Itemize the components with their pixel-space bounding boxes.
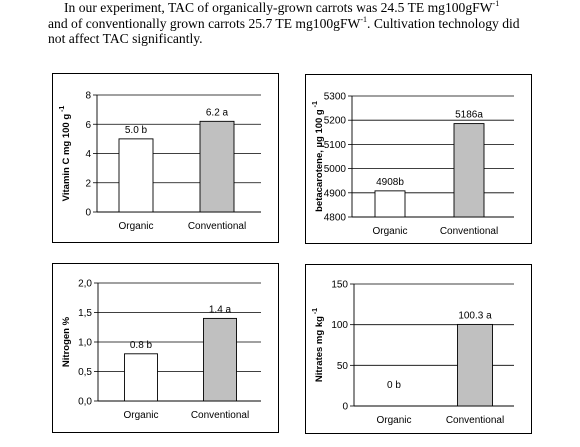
- y-tick-label: 5100: [324, 140, 347, 151]
- y-tick-label: 1,0: [78, 338, 92, 349]
- y-axis-label: betacarotene, µg 100 g -1: [312, 101, 325, 212]
- bar-conventional: [199, 120, 235, 213]
- chart-panel-nitrates: 0 50 100 150 0 b Organic 100.3 a Conventional Ni…: [305, 264, 532, 434]
- chart-betacarotene: 4800 4900 5000 5100 5200 5300 4908b Organic 5186…: [312, 92, 514, 237]
- data-label: 100.3 a: [458, 310, 492, 321]
- y-tick-label: 100: [331, 320, 348, 331]
- y-tick-label: 0,0: [78, 397, 92, 408]
- bar-conventional: [453, 123, 485, 218]
- data-label: 0.8 b: [130, 340, 153, 351]
- chart-panel-vitamin-c: 0 2 4 6 8 5.0 b Organic 6.2 a Conventional Vitami…: [52, 73, 279, 243]
- category-label: Organic: [376, 415, 411, 426]
- y-tick-label: 5200: [324, 116, 347, 127]
- category-label: Organic: [123, 410, 158, 421]
- y-tick-label: 0: [342, 402, 348, 413]
- y-tick-label: 4: [85, 149, 91, 160]
- intro-line2-end: . Cultivation technology did: [367, 15, 520, 31]
- data-label: 0 b: [387, 380, 401, 391]
- data-label: 5.0 b: [125, 125, 148, 136]
- bar-conventional: [457, 323, 493, 407]
- y-tick-label: 0: [85, 208, 91, 219]
- category-label: Conventional: [191, 410, 249, 421]
- intro-paragraph: In our experiment, TAC of organically-gr…: [48, 0, 570, 47]
- y-tick-label: 4800: [324, 213, 347, 224]
- y-tick-label: 0,5: [78, 367, 92, 378]
- data-label: 1.4 a: [209, 304, 232, 315]
- category-label: Organic: [118, 221, 153, 232]
- y-axis-label: Nitrates mg kg -1: [312, 308, 325, 382]
- chart-nitrogen: 0,0 0,5 1,0 1,5 2,0 0.8 b Organic 1.4 a Conventi…: [61, 279, 261, 421]
- y-tick-label: 150: [331, 280, 348, 291]
- y-tick-label: 4900: [324, 188, 347, 199]
- y-tick-label: 2: [85, 178, 91, 189]
- chart-panel-nitrogen: 0,0 0,5 1,0 1,5 2,0 0.8 b Organic 1.4 a Conventi…: [52, 263, 279, 433]
- chart-panel-betacarotene: 4800 4900 5000 5100 5200 5300 4908b Organic 5186…: [305, 74, 532, 244]
- chart-nitrates: 0 50 100 150 0 b Organic 100.3 a Conventional Ni…: [312, 280, 514, 426]
- bar-conventional: [203, 317, 237, 402]
- intro-line1-sup: -1: [492, 0, 500, 8]
- data-label: 4908b: [376, 177, 404, 188]
- y-tick-label: 2,0: [78, 279, 92, 290]
- bar-organic: [374, 190, 406, 218]
- category-label: Conventional: [440, 226, 498, 237]
- y-tick-label: 8: [85, 91, 91, 102]
- chart-vitamin-c: 0 2 4 6 8 5.0 b Organic 6.2 a Conventional Vitami…: [59, 91, 261, 232]
- y-tick-label: 50: [337, 361, 349, 372]
- bar-organic: [124, 353, 158, 402]
- y-tick-label: 6: [85, 120, 91, 131]
- intro-line1: In our experiment, TAC of organically-gr…: [64, 0, 493, 15]
- intro-line3: not affect TAC significantly.: [48, 31, 203, 46]
- category-label: Conventional: [446, 415, 504, 426]
- bar-organic: [118, 138, 154, 213]
- category-label: Conventional: [188, 221, 246, 232]
- category-label: Organic: [372, 226, 407, 237]
- y-tick-label: 1,5: [78, 308, 92, 319]
- y-tick-label: 5000: [324, 164, 347, 175]
- y-axis-label: Nitrogen %: [61, 316, 72, 367]
- intro-line2: and of conventionally grown carrots 25.7…: [48, 15, 361, 31]
- y-axis-label: Vitamin C mg 100 g -1: [59, 106, 72, 202]
- data-label: 6.2 a: [206, 107, 229, 118]
- y-tick-label: 5300: [324, 92, 347, 103]
- data-label: 5186a: [455, 110, 483, 121]
- intro-line2-sup: -1: [360, 14, 368, 24]
